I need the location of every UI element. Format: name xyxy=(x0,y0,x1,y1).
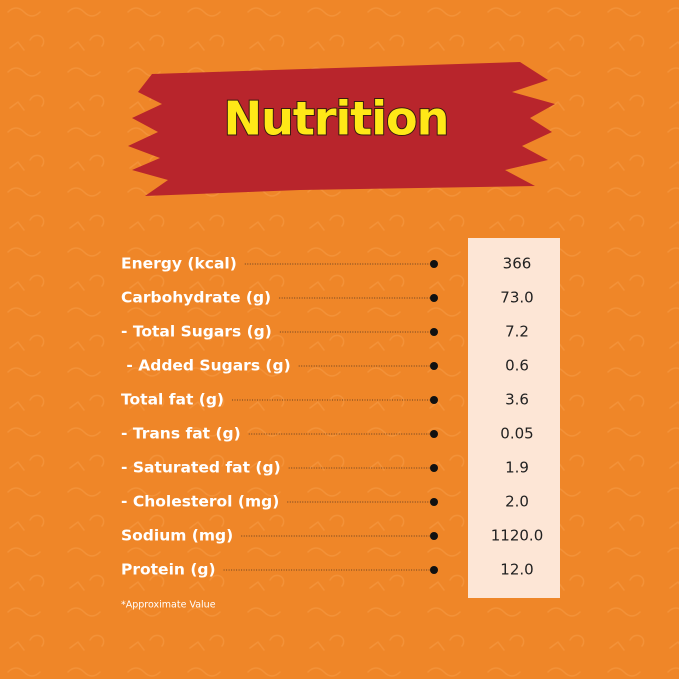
nutrient-label: - Saturated fat (g) xyxy=(121,459,281,477)
nutrient-value: 1.9 xyxy=(505,459,529,477)
leader-dot xyxy=(430,260,438,268)
nutrient-value: 0.05 xyxy=(500,425,533,443)
footnote: *Approximate Value xyxy=(121,600,216,611)
leader-dot xyxy=(430,430,438,438)
title-banner xyxy=(128,62,555,196)
leader-dot xyxy=(430,498,438,506)
nutrient-label: - Added Sugars (g) xyxy=(121,357,291,375)
nutrient-label: Sodium (mg) xyxy=(121,527,233,545)
leader-dot xyxy=(430,328,438,336)
nutrient-label: - Total Sugars (g) xyxy=(121,323,272,341)
nutrient-value: 12.0 xyxy=(500,561,533,579)
value-panel xyxy=(468,238,560,598)
leader-dot xyxy=(430,362,438,370)
nutrient-value: 0.6 xyxy=(505,357,529,375)
nutrient-label: Total fat (g) xyxy=(121,391,224,409)
nutrient-label: - Cholesterol (mg) xyxy=(121,493,279,511)
nutrient-value: 73.0 xyxy=(500,289,533,307)
nutrient-value: 1120.0 xyxy=(491,527,544,545)
nutrient-label: - Trans fat (g) xyxy=(121,425,241,443)
title: Nutrition xyxy=(224,92,449,146)
nutrient-label: Protein (g) xyxy=(121,561,216,579)
nutrient-value: 2.0 xyxy=(505,493,529,511)
nutrient-label: Carbohydrate (g) xyxy=(121,289,271,307)
nutrient-value: 3.6 xyxy=(505,391,529,409)
nutrient-rows: Energy (kcal) 366 Carbohydrate (g) 73.0 - To… xyxy=(121,255,543,579)
leader-dot xyxy=(430,532,438,540)
nutrient-value: 366 xyxy=(503,255,532,273)
leader-dot xyxy=(430,566,438,574)
leader-dot xyxy=(430,396,438,404)
leader-dot xyxy=(430,294,438,302)
nutrient-label: Energy (kcal) xyxy=(121,255,237,273)
leader-dot xyxy=(430,464,438,472)
nutrient-value: 7.2 xyxy=(505,323,529,341)
